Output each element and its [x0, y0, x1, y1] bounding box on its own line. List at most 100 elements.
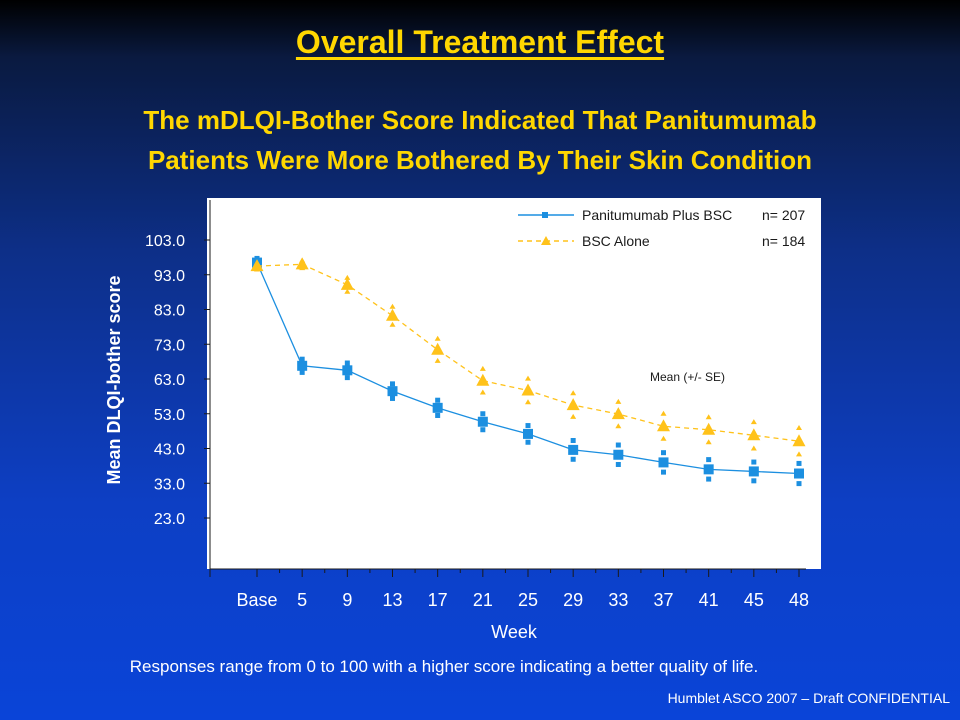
- data-point: [702, 422, 716, 435]
- y-tick-label: 63.0: [154, 372, 185, 389]
- data-point: [611, 407, 625, 420]
- error-bar-upper: [479, 365, 486, 371]
- y-tick-label: 23.0: [154, 511, 185, 528]
- y-tick-label: 103.0: [145, 233, 185, 250]
- axis-layer: 103.0 93.0 83.0 73.0 63.0 53.0 43.0 33.0 23.0 Bas…: [145, 200, 809, 610]
- x-tick-label: 48: [789, 590, 809, 610]
- error-bar-upper: [435, 397, 441, 403]
- y-tick-label: 53.0: [154, 407, 185, 424]
- y-tick-label: 83.0: [154, 303, 185, 320]
- error-bar-lower: [615, 423, 622, 429]
- legend: Panitumumab Plus BSC n= 207 BSC Alone n=…: [518, 207, 805, 249]
- error-bar-lower: [570, 413, 577, 419]
- error-bar-upper: [570, 438, 576, 444]
- x-tick-label: 37: [653, 590, 673, 610]
- error-bar-upper: [615, 442, 621, 448]
- error-bar-lower: [344, 375, 350, 381]
- data-point: [794, 468, 804, 479]
- error-bar-lower: [390, 395, 395, 401]
- credit-line: Humblet ASCO 2007 – Draft CONFIDENTIAL: [667, 690, 950, 706]
- x-tick-label: 9: [342, 590, 352, 610]
- x-tick-label: 13: [382, 590, 402, 610]
- data-point: [386, 308, 399, 321]
- data-point: [295, 257, 309, 270]
- legend-n-panitumumab: n= 207: [762, 207, 805, 223]
- data-point: [792, 434, 806, 447]
- y-tick-label: 93.0: [154, 268, 185, 285]
- x-axis-label: Week: [491, 622, 538, 642]
- x-tick-label: 17: [428, 590, 448, 610]
- x-tick-label: 33: [608, 590, 628, 610]
- error-bar-upper: [751, 459, 757, 465]
- legend-label-panitumumab: Panitumumab Plus BSC: [582, 207, 732, 223]
- error-bar-upper: [570, 390, 577, 396]
- plot-area: [207, 198, 821, 569]
- subtitle-line-1: The mDLQI-Bother Score Indicated That Pa…: [143, 105, 817, 135]
- y-tick-label: 73.0: [154, 337, 185, 354]
- data-point: [477, 416, 488, 427]
- data-point: [566, 398, 580, 411]
- error-bar-upper: [706, 457, 712, 463]
- error-bar-lower: [615, 461, 621, 467]
- slide-title: Overall Treatment Effect: [295, 24, 665, 60]
- error-bar-lower: [344, 288, 351, 294]
- error-bar-upper: [525, 423, 531, 429]
- x-tick-label: 45: [744, 590, 764, 610]
- data-point: [747, 428, 761, 441]
- x-tick-label: 41: [699, 590, 719, 610]
- error-bar-upper: [796, 460, 802, 466]
- data-point: [613, 449, 624, 460]
- x-tick-label: 21: [473, 590, 493, 610]
- error-bar-lower: [434, 357, 441, 363]
- y-tick-label: 43.0: [154, 442, 185, 459]
- error-bar-lower: [525, 439, 531, 445]
- y-tick-label: 33.0: [154, 476, 185, 493]
- error-bar-lower: [435, 412, 441, 418]
- error-bar-lower: [705, 439, 712, 445]
- data-point: [703, 464, 714, 475]
- error-bar-lower: [479, 389, 486, 395]
- legend-marker-panitumumab: [542, 212, 548, 218]
- data-point: [432, 402, 443, 413]
- error-bar-lower: [525, 399, 531, 405]
- error-bar-upper: [525, 375, 531, 381]
- error-bar-upper: [344, 360, 350, 366]
- data-point: [431, 342, 445, 355]
- data-point: [297, 360, 308, 371]
- error-bar-upper: [660, 410, 667, 416]
- error-bar-upper: [389, 303, 396, 309]
- error-bar-upper: [615, 398, 622, 404]
- error-bar-upper: [344, 274, 351, 280]
- error-bar-lower: [570, 456, 576, 462]
- x-tick-label: 25: [518, 590, 538, 610]
- y-axis-label: Mean DLQI-bother score: [104, 275, 124, 484]
- footnote: Responses range from 0 to 100 with a hig…: [129, 657, 759, 676]
- series-bsc: [250, 257, 806, 457]
- error-bar-lower: [751, 478, 757, 484]
- chart-annotation: Mean (+/- SE): [650, 370, 725, 384]
- error-bar-upper: [480, 411, 486, 417]
- data-point: [523, 428, 533, 439]
- data-point: [342, 365, 353, 376]
- data-point: [521, 383, 535, 396]
- data-point: [476, 373, 490, 386]
- error-bar-lower: [796, 451, 802, 457]
- x-tick-label: Base: [236, 590, 277, 610]
- error-bar-lower: [750, 445, 757, 451]
- data-point: [250, 259, 264, 272]
- legend-label-bsc: BSC Alone: [582, 233, 650, 249]
- error-bar-upper: [299, 356, 305, 362]
- error-bar-lower: [796, 481, 802, 487]
- data-point: [340, 277, 354, 290]
- data-point: [748, 466, 759, 477]
- error-bar-upper: [661, 450, 666, 456]
- data-point: [657, 419, 670, 432]
- series-layer: [250, 255, 806, 487]
- slide-subtitle: The mDLQI-Bother Score Indicated That Pa…: [0, 100, 960, 180]
- legend-marker-bsc: [541, 236, 551, 245]
- error-bar-lower: [389, 321, 396, 327]
- error-bar-lower: [660, 435, 667, 441]
- error-bar-upper: [434, 335, 441, 341]
- error-bar-upper: [750, 419, 757, 425]
